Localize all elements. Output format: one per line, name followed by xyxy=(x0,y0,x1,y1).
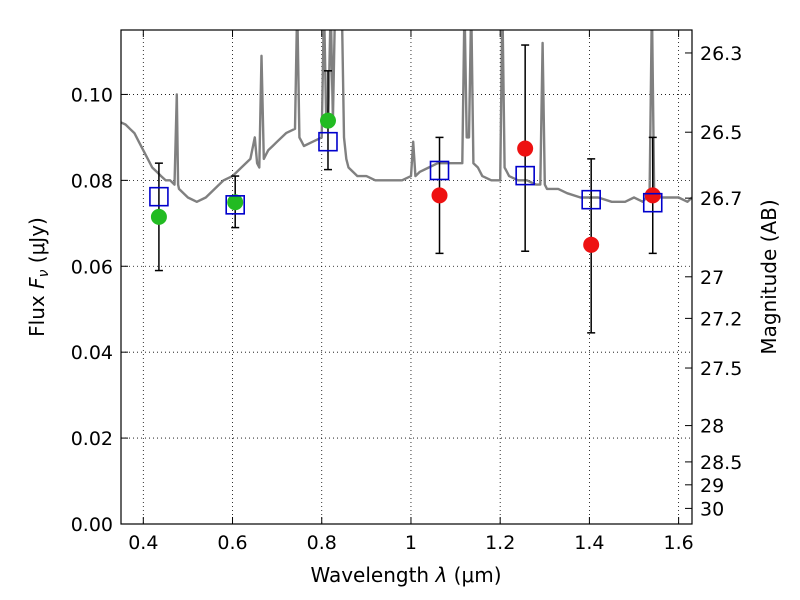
model-square xyxy=(642,192,663,213)
spectrum-layer xyxy=(121,30,692,203)
observed-point xyxy=(583,236,600,253)
x-tick-label: 1.4 xyxy=(574,532,604,554)
observed-point xyxy=(319,112,336,129)
x-tick-label: 0.6 xyxy=(217,532,247,554)
mag-tick-label: 27.2 xyxy=(700,308,742,330)
y-tick-label: 0.04 xyxy=(71,342,113,364)
y-tick-label: 0.06 xyxy=(71,256,113,278)
ticks: 0.4 0.6 0.8 1 1.2 1.4 1.6 0.00 0.02 0.04 0.06 0.08 0… xyxy=(71,30,742,554)
mag-tick-label: 26.5 xyxy=(700,122,742,144)
model-square xyxy=(429,160,450,181)
mag-tick-label: 26.7 xyxy=(700,188,742,210)
x-tick-label: 1.2 xyxy=(485,532,515,554)
mag-tick-label: 27 xyxy=(700,267,724,289)
y-axis-right-label: Magnitude (AB) xyxy=(757,199,781,354)
mag-tick-label: 28 xyxy=(700,416,724,438)
mag-tick-label: 26.3 xyxy=(700,43,742,65)
model-square xyxy=(225,195,245,215)
mag-tick-label: 30 xyxy=(700,498,724,520)
x-tick-label: 1.6 xyxy=(664,532,694,554)
observed-point xyxy=(150,208,167,225)
spectrum-line xyxy=(121,30,692,203)
observed-point xyxy=(227,194,244,211)
observed-point xyxy=(517,140,534,157)
model-square xyxy=(318,131,338,152)
x-tick-label: 0.4 xyxy=(128,532,158,554)
model-square xyxy=(581,189,601,210)
x-tick-label: 1 xyxy=(405,532,417,554)
observed-point xyxy=(644,187,661,204)
y-tick-label: 0.00 xyxy=(71,514,113,536)
y-axis-label: Flux Fν (μJy) xyxy=(25,217,52,337)
model-square xyxy=(515,165,535,186)
model-square xyxy=(149,186,169,207)
mag-tick-label: 29 xyxy=(700,475,724,497)
x-axis-label: Wavelength λ (μm) xyxy=(310,563,501,587)
y-tick-label: 0.02 xyxy=(71,428,113,450)
mag-tick-label: 28.5 xyxy=(700,452,742,474)
plot-background xyxy=(121,30,692,524)
observed-point xyxy=(431,187,448,204)
y-tick-label: 0.08 xyxy=(71,170,113,192)
x-tick-label: 0.8 xyxy=(307,532,337,554)
mag-tick-label: 27.5 xyxy=(700,358,742,380)
y-tick-label: 0.10 xyxy=(71,84,113,106)
photometry-layer xyxy=(149,44,663,334)
